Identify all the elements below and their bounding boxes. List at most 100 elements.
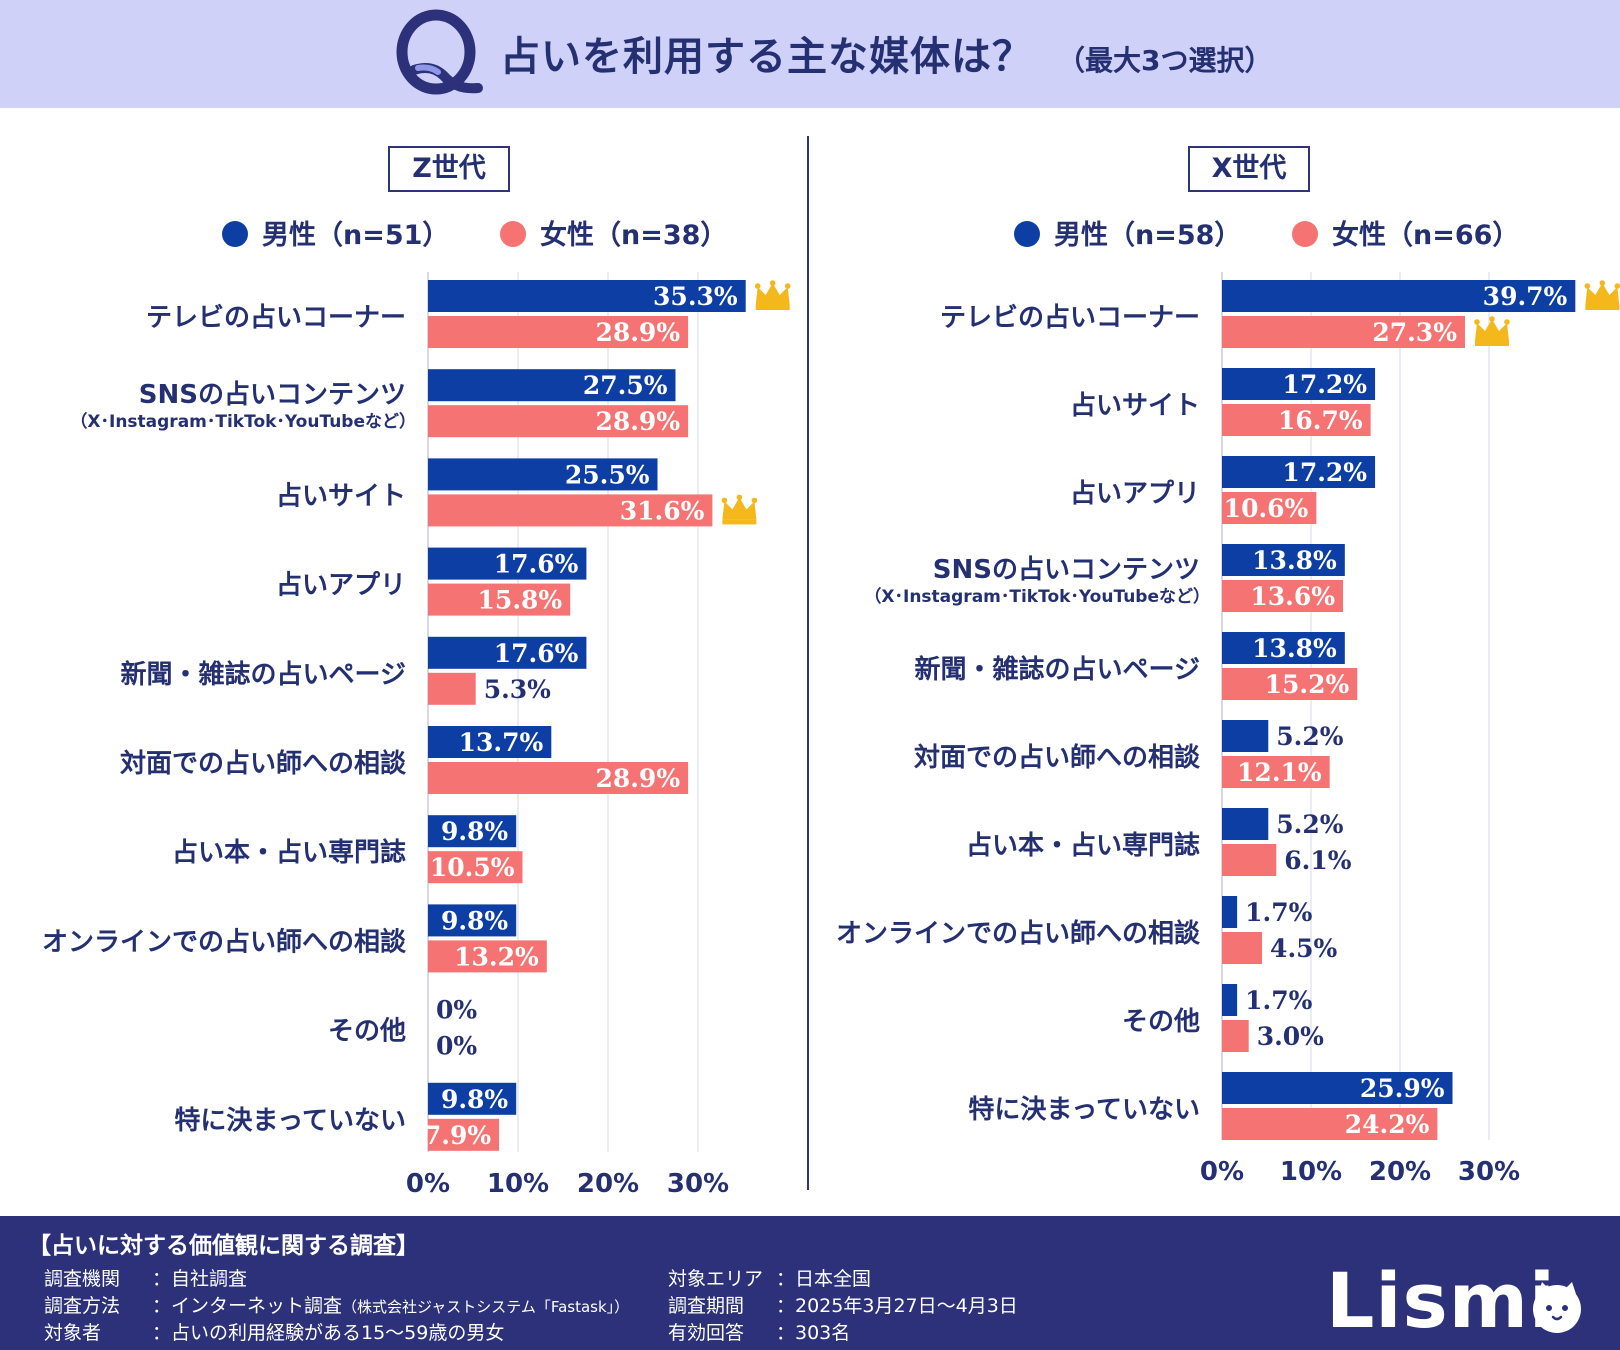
category-label: SNSの占いコンテンツ bbox=[933, 555, 1200, 585]
data-label-female: 5.3% bbox=[484, 675, 551, 704]
category-label: SNSの占いコンテンツ bbox=[139, 380, 406, 410]
category-group: 占い本・占い専門誌 5.2% 6.1% bbox=[966, 808, 1352, 876]
footer-row-area: 対象エリア ：日本全国 bbox=[668, 1264, 871, 1291]
data-label-male: 13.8% bbox=[1252, 546, 1337, 575]
data-label-female: 12.1% bbox=[1237, 758, 1322, 787]
bar-female bbox=[1222, 844, 1277, 876]
bar-male bbox=[1222, 368, 1376, 400]
data-label-female: 28.9% bbox=[595, 318, 680, 347]
bar-male bbox=[1222, 896, 1238, 928]
bar-female bbox=[428, 851, 523, 884]
footer-note: （株式会社ジャストシステム「Fastask」） bbox=[342, 1298, 630, 1316]
bar-female bbox=[428, 1118, 500, 1151]
category-label: その他 bbox=[1122, 1007, 1200, 1037]
category-label: 新聞・雑誌の占いページ bbox=[121, 659, 406, 690]
data-label-male: 35.3% bbox=[653, 282, 738, 311]
footer-label: 調査機関 bbox=[44, 1268, 121, 1290]
bar-male bbox=[1222, 1072, 1453, 1104]
legend-female-label: 女性（n=66） bbox=[1332, 220, 1520, 251]
data-label-female: 3.0% bbox=[1257, 1022, 1324, 1051]
bar-male bbox=[428, 547, 587, 580]
bar-female bbox=[428, 940, 547, 973]
panel-title-z: Z世代 bbox=[388, 146, 510, 192]
bar-female bbox=[428, 583, 571, 616]
bar-male bbox=[1222, 280, 1576, 312]
chart-z-generation: 0% 10% 20% 30%テレビの占いコーナー35.3%28.9%SNSの占いコンテ… bbox=[42, 272, 791, 1199]
category-label: テレビの占いコーナー bbox=[940, 303, 1200, 333]
data-label-female: 31.6% bbox=[620, 496, 705, 525]
data-label-female: 15.2% bbox=[1265, 670, 1350, 699]
x-tick-label: 20% bbox=[577, 1169, 639, 1199]
category-group: 対面での占い師への相談 13.7% 28.9% bbox=[120, 726, 689, 794]
category-label: 特に決まっていない bbox=[174, 1105, 406, 1136]
category-label: 占いアプリ bbox=[1070, 479, 1200, 509]
brand-logo: Lismi bbox=[1326, 1256, 1556, 1345]
panel-divider bbox=[807, 136, 809, 1190]
bar-female bbox=[1222, 316, 1465, 348]
bar-female bbox=[1222, 1108, 1438, 1140]
bar-female bbox=[1222, 1020, 1249, 1052]
data-label-female: 0% bbox=[436, 1032, 477, 1061]
bar-male bbox=[1222, 984, 1238, 1016]
data-label-female: 13.6% bbox=[1250, 582, 1335, 611]
page-title: 占いを利用する主な媒体は？ （最大3つ選択） bbox=[500, 24, 1272, 82]
bar-male bbox=[1222, 720, 1269, 752]
bar-male bbox=[428, 280, 746, 312]
category-group: SNSの占いコンテンツ（X･Instagram･TikTok･YouTubeなど… bbox=[864, 544, 1345, 612]
category-label: その他 bbox=[328, 1017, 406, 1047]
category-sublabel: （X･Instagram･TikTok･YouTubeなど） bbox=[864, 586, 1210, 607]
bar-female bbox=[1222, 932, 1263, 964]
x-tick-label: 10% bbox=[1280, 1157, 1342, 1187]
footer-row-method: 調査方法 ：インターネット調査（株式会社ジャストシステム「Fastask」） bbox=[44, 1291, 629, 1318]
category-label: 占いサイト bbox=[276, 481, 406, 511]
category-group: その他 0% 0% bbox=[328, 996, 477, 1061]
category-group: 対面での占い師への相談 5.2% 12.1% bbox=[914, 720, 1344, 788]
x-tick-label: 10% bbox=[487, 1169, 549, 1199]
bar-male bbox=[1222, 632, 1345, 664]
data-label-female: 4.5% bbox=[1270, 934, 1337, 963]
panel-x-generation: X世代 男性（n=58） 女性（n=66） 0% 10% 20% 30% テレビの占いコ… bbox=[808, 108, 1620, 1216]
legend-male-dot bbox=[222, 221, 248, 247]
data-label-female: 10.5% bbox=[430, 853, 515, 882]
survey-title: 【占いに対する価値観に関する調査】 bbox=[28, 1233, 419, 1259]
category-label: 対面での占い師への相談 bbox=[914, 742, 1201, 773]
data-label-female: 16.7% bbox=[1278, 406, 1363, 435]
bar-female bbox=[1222, 404, 1371, 436]
category-group: 新聞・雑誌の占いページ 17.6% 5.3% bbox=[121, 636, 587, 705]
legend-male-label: 男性（n=58） bbox=[1054, 220, 1242, 251]
crown-icon bbox=[1584, 280, 1620, 310]
panel-z-generation: Z世代 男性（n=51） 女性（n=38） 0% 10% 20% 30% テレビの占いコ… bbox=[0, 108, 800, 1216]
data-label-female: 27.3% bbox=[1372, 318, 1457, 347]
data-label-male: 25.9% bbox=[1360, 1074, 1445, 1103]
category-label: 対面での占い師への相談 bbox=[120, 748, 407, 779]
category-label: オンラインでの占い師への相談 bbox=[42, 926, 407, 957]
category-group: SNSの占いコンテンツ（X･Instagram･TikTok･YouTubeなど… bbox=[70, 369, 689, 438]
category-group: 占いアプリ 17.2% 10.6% bbox=[1070, 456, 1376, 524]
category-group: 占いサイト 25.5% 31.6% bbox=[276, 458, 713, 527]
footer-row-responses: 有効回答 ：303名 bbox=[668, 1318, 850, 1345]
category-label: 特に決まっていない bbox=[968, 1094, 1200, 1125]
bar-male bbox=[428, 904, 517, 937]
data-label-male: 5.2% bbox=[1276, 810, 1343, 839]
legend-male-label: 男性（n=51） bbox=[262, 220, 450, 251]
data-label-female: 13.2% bbox=[454, 942, 539, 971]
category-label: 占い本・占い専門誌 bbox=[172, 837, 406, 868]
x-tick-label: 30% bbox=[1458, 1157, 1520, 1187]
bar-male bbox=[1222, 456, 1376, 488]
legend-female-dot bbox=[1292, 221, 1318, 247]
crown-icon bbox=[754, 280, 791, 310]
category-group: オンラインでの占い師への相談 1.7% 4.5% bbox=[836, 896, 1338, 964]
footer-row-period: 調査期間 ：2025年3月27日～4月3日 bbox=[668, 1291, 1018, 1318]
category-label: オンラインでの占い師への相談 bbox=[836, 918, 1201, 949]
legend-male-dot bbox=[1014, 221, 1040, 247]
data-label-male: 9.8% bbox=[441, 1085, 508, 1114]
footer-label: 有効回答 bbox=[668, 1322, 745, 1344]
category-label: テレビの占いコーナー bbox=[146, 303, 406, 333]
category-label: 占いアプリ bbox=[276, 571, 406, 601]
footer-value: ：2025年3月27日～4月3日 bbox=[776, 1295, 1018, 1317]
category-group: 占いアプリ 17.6% 15.8% bbox=[276, 547, 587, 616]
category-group: 占いサイト 17.2% 16.7% bbox=[1070, 368, 1376, 436]
crown-icon bbox=[1474, 316, 1510, 346]
data-label-male: 27.5% bbox=[583, 371, 668, 400]
x-tick-label: 0% bbox=[1200, 1157, 1244, 1187]
